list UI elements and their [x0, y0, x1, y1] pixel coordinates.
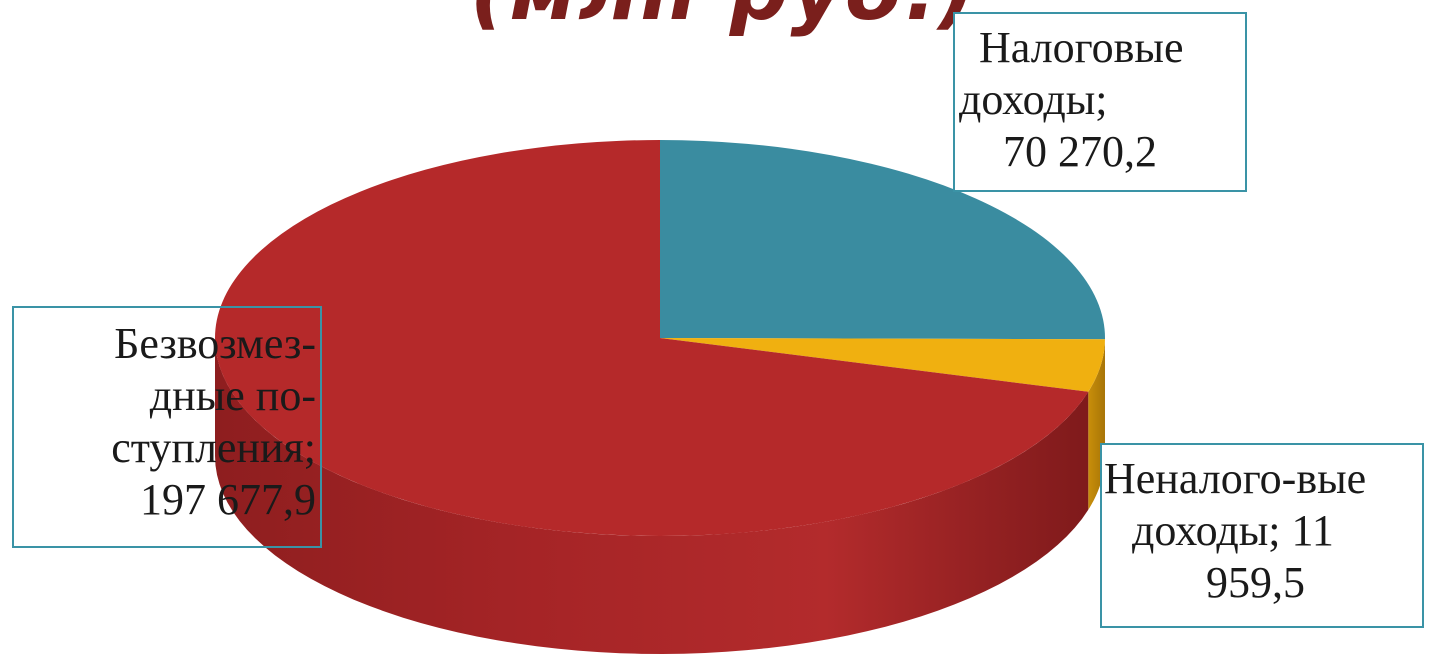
- pie-top-group: [215, 140, 1105, 536]
- data-label-value: 197 677,9: [140, 475, 316, 524]
- data-label-gratuitous-receipts: Безвозмез- дные по- ступления; 197 677,9: [12, 306, 322, 548]
- data-label-line: ступления;: [111, 423, 316, 472]
- chart-title: (млн руб.): [470, 0, 978, 39]
- data-label-line: доходы; 11: [1132, 506, 1334, 555]
- data-label-line: доходы;: [959, 75, 1108, 124]
- data-label-tax-revenue: Налоговые доходы; 70 270,2: [953, 12, 1247, 192]
- data-label-value: 70 270,2: [1003, 127, 1157, 176]
- data-label-nontax-revenue: Неналого-вые доходы; 11 959,5: [1100, 443, 1424, 628]
- pie-slice-3: [215, 140, 1089, 536]
- data-label-line: дные по-: [149, 371, 316, 420]
- pie-slice-1: [660, 140, 1105, 340]
- data-label-line: Безвозмез-: [114, 319, 316, 368]
- pie-slice-2: [660, 338, 1105, 392]
- pie-side-3: [215, 338, 1089, 654]
- data-label-value: 959,5: [1206, 558, 1305, 607]
- data-label-line: Неналого-вые: [1104, 454, 1367, 503]
- data-label-line: Налоговые: [979, 23, 1184, 72]
